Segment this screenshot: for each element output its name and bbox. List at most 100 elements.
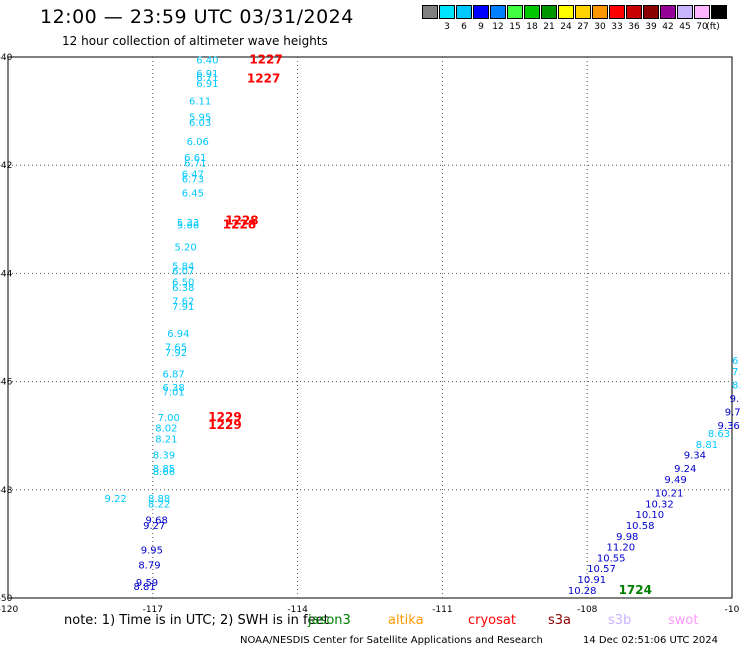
wave-height-label: 10.91 <box>578 575 607 586</box>
wave-height-label: 10.32 <box>645 499 674 510</box>
legend-swatch <box>490 5 506 19</box>
wave-height-label: 8.63 <box>708 429 730 440</box>
legend-label: 30 <box>594 22 606 32</box>
legend-swatch <box>609 5 625 19</box>
wave-height-label: 6.73 <box>182 175 204 186</box>
wave-height-label: 6.38 <box>172 283 194 294</box>
legend-swatch <box>711 5 727 19</box>
wave-height-label: 8.21 <box>155 434 177 445</box>
wave-height-label: 8.85 <box>153 464 175 475</box>
y-tick-label: -48 <box>0 486 13 496</box>
wave-height-label: 10.55 <box>597 553 626 564</box>
y-tick-label: -50 <box>0 594 13 604</box>
wave-height-label: 9.36 <box>718 421 740 432</box>
wave-height-label: 9.98 <box>616 532 638 543</box>
wave-height-label: 8.2 <box>732 380 740 391</box>
color-legend: 3 6 9 12 15 18 21 24 27 30 33 36 39 42 45 70 (ft) <box>422 5 732 35</box>
wave-height-label: 9.34 <box>684 451 706 462</box>
wave-height-label: 7.91 <box>172 302 194 313</box>
wave-height-label: 9.49 <box>664 475 686 486</box>
wave-height-label: 7.62 <box>172 296 194 307</box>
legend-label: 15 <box>509 22 521 32</box>
satellite-swot: swot <box>668 613 699 628</box>
legend-unit: (ft) <box>706 22 720 32</box>
credit-line: NOAA/NESDIS Center for Satellite Applica… <box>240 635 543 646</box>
wave-height-label: 8.79 <box>138 560 160 571</box>
wave-height-label: 10.28 <box>568 586 597 597</box>
legend-swatch <box>541 5 557 19</box>
pass-time-label: 1227 <box>249 53 282 67</box>
wave-height-label: 6.47 <box>182 169 204 180</box>
wave-height-label: 6.87 <box>162 369 184 380</box>
wave-height-label: 5.33 <box>177 218 199 229</box>
wave-height-label: 8.39 <box>153 451 175 462</box>
legend-label: 45 <box>679 22 691 32</box>
legend-swatch <box>677 5 693 19</box>
wave-height-label: 8.88 <box>148 494 170 505</box>
legend-swatch <box>643 5 659 19</box>
y-tick-label: -44 <box>0 269 13 279</box>
pass-time-label: 1724 <box>619 583 652 597</box>
wave-height-label: 6.94 <box>167 329 189 340</box>
wave-height-label: 6.91 <box>196 79 218 90</box>
wave-height-label: 8.81 <box>696 440 718 451</box>
wave-height-label: 6.38 <box>162 383 184 394</box>
legend-swatch <box>660 5 676 19</box>
legend-swatch <box>694 5 710 19</box>
pass-time-label: 1227 <box>247 72 280 86</box>
wave-height-label: 8.81 <box>133 582 155 593</box>
wave-height-label: 9.68 <box>146 516 168 527</box>
legend-label: 70 <box>696 22 708 32</box>
wave-height-label: 7.00 <box>158 413 180 424</box>
chart-subtitle: 12 hour collection of altimeter wave hei… <box>62 34 328 48</box>
wave-height-label: 6.45 <box>182 188 204 199</box>
pass-time-label: 1228 <box>223 218 256 232</box>
x-tick-label: -10 <box>725 605 740 615</box>
wave-height-label: 8.02 <box>155 424 177 435</box>
pass-time-label: 1229 <box>208 418 241 432</box>
wave-height-label: 6.71 <box>184 158 206 169</box>
wave-height-label: 7. <box>732 367 740 378</box>
wave-height-label: 9.72 <box>725 407 740 418</box>
legend-label: 33 <box>611 22 623 32</box>
satellite-cryosat: cryosat <box>468 613 516 628</box>
legend-swatch <box>473 5 489 19</box>
chart-title: 12:00 — 23:59 UTC 03/31/2024 <box>40 6 354 28</box>
wave-height-label: 7.92 <box>165 348 187 359</box>
wave-height-label: 9.59 <box>136 578 158 589</box>
legend-label: 21 <box>543 22 555 32</box>
wave-height-label: 8.66 <box>153 467 175 478</box>
wave-height-label: 10.10 <box>635 510 664 521</box>
legend-swatch <box>439 5 455 19</box>
legend-swatch <box>558 5 574 19</box>
wave-height-label: 10.58 <box>626 521 655 532</box>
wave-height-label: 9.60 <box>730 394 740 405</box>
legend-swatch <box>575 5 591 19</box>
legend-swatch <box>626 5 642 19</box>
legend-label: 9 <box>478 22 484 32</box>
satellite-s3a: s3a <box>548 613 572 628</box>
wave-height-label: 6.61 <box>184 153 206 164</box>
legend-swatch <box>422 5 438 19</box>
wave-height-label: 9.95 <box>141 545 163 556</box>
wave-height-label: 6.06 <box>187 137 209 148</box>
x-tick-label: -111 <box>432 605 452 615</box>
wave-height-label: 6.07 <box>172 267 194 278</box>
wave-height-label: 10.21 <box>655 489 684 500</box>
wave-height-label: 8.22 <box>148 499 170 510</box>
y-tick-label: -42 <box>0 161 12 171</box>
y-tick-label: -40 <box>0 53 13 63</box>
wave-height-label: 6.71 <box>196 73 218 84</box>
wave-height-label: 9.27 <box>143 521 165 532</box>
wave-height-label: 5.84 <box>172 261 194 272</box>
x-tick-label: -117 <box>143 605 163 615</box>
wave-height-label: 6 <box>732 356 738 367</box>
wave-height-label: 5.95 <box>189 113 211 124</box>
legend-label: 42 <box>662 22 674 32</box>
wave-height-label: 6.03 <box>189 118 211 129</box>
x-tick-label: -108 <box>577 605 598 615</box>
wave-height-label: 6.11 <box>189 96 211 107</box>
legend-label: 24 <box>560 22 572 32</box>
satellite-altika: altika <box>388 613 424 628</box>
